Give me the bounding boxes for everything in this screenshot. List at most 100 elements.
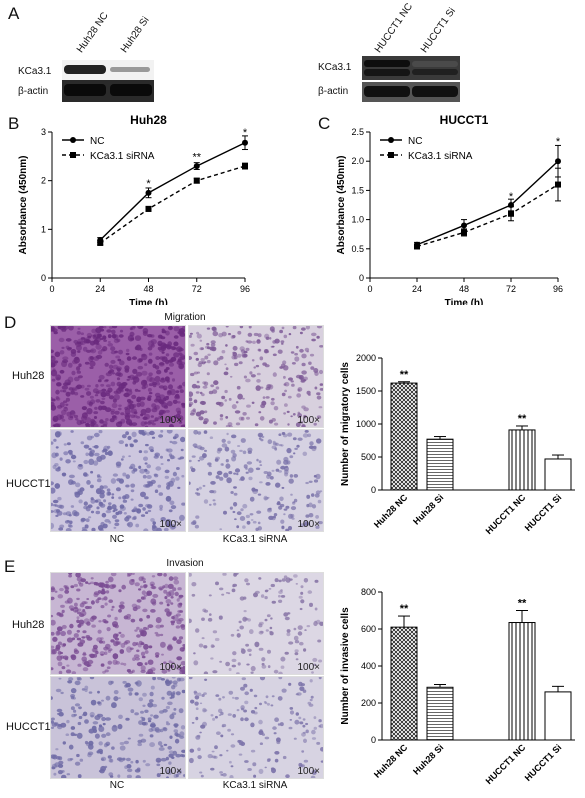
legend-marker xyxy=(70,137,76,143)
y-tick-label: 0 xyxy=(371,485,376,495)
migration-title: Migration xyxy=(164,312,206,323)
bar-hucct1-nc xyxy=(508,429,536,491)
micro-col-label-sirna-e: KCa3.1 siRNA xyxy=(222,780,288,791)
y-tick-label: 2 xyxy=(41,176,46,186)
data-point-nc xyxy=(145,189,152,196)
micrograph-invasion-hucct1-si: 100× xyxy=(188,676,324,779)
y-tick-label: 1.5 xyxy=(351,185,364,195)
x-tick-label: Huh28 Si xyxy=(411,492,445,526)
data-point-nc xyxy=(555,158,561,165)
x-tick-label: Huh28 NC xyxy=(372,742,410,780)
y-tick-label: 1.0 xyxy=(351,215,364,225)
cell-texture xyxy=(51,573,185,674)
significance-mark: * xyxy=(146,178,151,190)
blot-row-label-kca31: KCa3.1 xyxy=(18,66,52,77)
micrograph-migration-hucct1-nc: 100× xyxy=(50,429,186,532)
bar-huh28-nc xyxy=(390,382,418,491)
y-tick-label: 1000 xyxy=(356,419,376,429)
x-axis-label: Time (h) xyxy=(445,298,484,305)
cell-texture xyxy=(189,326,323,427)
data-point-nc xyxy=(193,163,200,170)
panel-letter-b: B xyxy=(8,114,20,133)
micro-col-label-sirna: KCa3.1 siRNA xyxy=(222,534,288,545)
significance-mark: ** xyxy=(518,598,527,610)
y-tick-label: 400 xyxy=(361,661,376,671)
bar-huh28-si xyxy=(426,438,454,491)
x-tick-label: 24 xyxy=(95,284,105,294)
micro-row-label-huh28: Huh28 xyxy=(12,370,45,382)
panel-letter-a: A xyxy=(8,4,20,23)
panel-letter-d: D xyxy=(4,313,17,332)
invasion-title: Invasion xyxy=(166,558,204,569)
lane-label-hucct1-nc: HUCCT1 NC xyxy=(372,1,416,55)
micrograph-invasion-huh28-si: 100× xyxy=(188,572,324,675)
legend-entry: NC xyxy=(408,136,422,147)
legend-entry: NC xyxy=(90,136,104,147)
data-point-kca3-1-sirna xyxy=(193,177,200,184)
y-tick-label: 0 xyxy=(359,273,364,283)
growth-chart-hucct1: HUCCT1 0 0.5 1.0 1.5 2.0 2.5 0 24 48 72 96 Time (h) A… xyxy=(336,113,563,305)
x-tick-label: Huh28 Si xyxy=(411,742,445,776)
x-tick-label: Huh28 NC xyxy=(372,492,410,530)
legend-marker xyxy=(388,137,394,143)
y-tick-label: 200 xyxy=(361,698,376,708)
micrograph-invasion-hucct1-nc: 100× xyxy=(50,676,186,779)
significance-mark: * xyxy=(556,136,561,148)
micro-row-label-hucct1-e: HUCCT1 xyxy=(6,721,51,733)
y-tick-label: 0 xyxy=(371,735,376,745)
significance-mark: ** xyxy=(192,151,201,163)
panel-letter-c: C xyxy=(318,114,331,133)
cell-texture xyxy=(51,677,185,778)
micro-row-label-huh28-e: Huh28 xyxy=(12,619,45,631)
micrograph-migration-hucct1-si: 100× xyxy=(188,429,324,532)
micrograph-migration-huh28-nc: 100× xyxy=(50,325,186,428)
x-tick-label: 0 xyxy=(49,284,54,294)
x-axis-label: Time (h) xyxy=(129,298,168,305)
x-tick-label: HUCCT1 Si xyxy=(523,742,564,783)
significance-mark: * xyxy=(509,191,514,203)
cell-texture xyxy=(189,677,323,778)
cell-texture xyxy=(51,326,185,427)
legend-marker xyxy=(70,152,76,158)
y-tick-label: 800 xyxy=(361,587,376,597)
x-tick-label: 0 xyxy=(367,284,372,294)
data-point-kca3-1-sirna xyxy=(145,205,152,212)
series-line-nc xyxy=(99,142,246,241)
x-tick-label: 72 xyxy=(506,284,516,294)
data-point-kca3-1-sirna xyxy=(461,229,467,236)
cell-texture xyxy=(51,430,185,531)
blot-row-label-kca31-right: KCa3.1 xyxy=(318,62,352,73)
x-tick-label: 96 xyxy=(240,284,250,294)
y-axis-label: Number of invasive cells xyxy=(340,607,351,725)
micro-col-label-nc: NC xyxy=(109,534,125,545)
blot-row-label-actin: β-actin xyxy=(18,86,49,97)
lane-label-hucct1-si: HUCCT1 Si xyxy=(418,5,458,56)
y-tick-label: 600 xyxy=(361,624,376,634)
legend-marker xyxy=(388,152,394,158)
x-tick-label: HUCCT1 NC xyxy=(484,742,528,786)
significance-mark: ** xyxy=(400,603,409,615)
y-axis-label: Absorbance (450nm) xyxy=(18,156,29,255)
y-tick-label: 2000 xyxy=(356,353,376,363)
micro-col-label-nc-e: NC xyxy=(109,780,125,791)
x-tick-label: 72 xyxy=(192,284,202,294)
significance-mark: ** xyxy=(400,369,409,381)
bar-hucct1-si xyxy=(544,458,572,491)
series-line-kca3-1-sirna xyxy=(99,165,246,244)
y-tick-label: 0 xyxy=(41,273,46,283)
y-tick-label: 1 xyxy=(41,224,46,234)
legend-entry: KCa3.1 siRNA xyxy=(408,151,473,162)
x-tick-label: 48 xyxy=(143,284,153,294)
blot-row-label-actin-right: β-actin xyxy=(318,86,349,97)
chart-title: HUCCT1 xyxy=(440,113,489,127)
y-tick-label: 2.0 xyxy=(351,156,364,166)
bar-huh28-si xyxy=(426,686,454,741)
cell-texture xyxy=(189,573,323,674)
micrograph-invasion-huh28-nc: 100× xyxy=(50,572,186,675)
x-tick-label: 24 xyxy=(412,284,422,294)
growth-chart-huh28: Huh28 0 1 2 3 0 24 48 72 96 Time (h) Absorbance (45… xyxy=(18,113,250,305)
series-line-nc xyxy=(416,160,559,246)
y-tick-label: 0.5 xyxy=(351,244,364,254)
y-tick-label: 1500 xyxy=(356,386,376,396)
y-tick-label: 500 xyxy=(361,452,376,462)
